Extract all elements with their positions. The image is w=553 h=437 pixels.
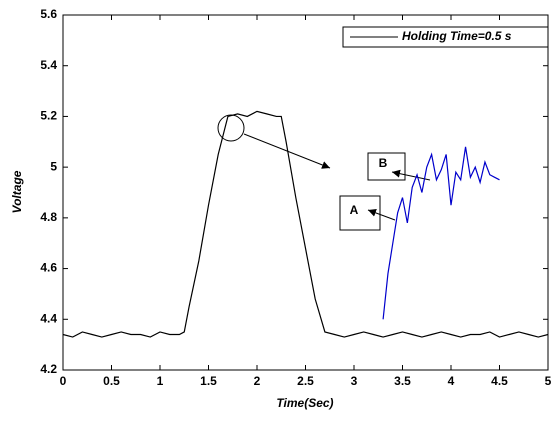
zoom-arrow bbox=[243, 133, 331, 169]
x-tick-label: 2.5 bbox=[297, 374, 314, 388]
legend: Holding Time=0.5 s bbox=[342, 26, 549, 48]
x-tick-label: 0 bbox=[60, 374, 67, 388]
x-axis-label: Time(Sec) bbox=[276, 396, 333, 410]
x-tick-label: 2 bbox=[254, 374, 261, 388]
x-tick-label: 5 bbox=[545, 374, 552, 388]
x-tick-label: 4.5 bbox=[491, 374, 508, 388]
y-tick-label: 4.2 bbox=[40, 362, 57, 376]
annotation-box bbox=[339, 195, 381, 231]
annotation-label: A bbox=[350, 203, 359, 217]
y-axis-label: Voltage bbox=[10, 170, 24, 213]
data-line bbox=[62, 110, 549, 338]
y-tick-label: 5.6 bbox=[40, 7, 57, 21]
x-tick-label: 1 bbox=[157, 374, 164, 388]
annotation-arrow bbox=[391, 169, 431, 181]
x-tick-label: 3.5 bbox=[394, 374, 411, 388]
legend-box bbox=[342, 26, 549, 48]
plot-frame bbox=[62, 14, 549, 371]
y-tick-label: 5.4 bbox=[40, 58, 57, 72]
x-tick-label: 1.5 bbox=[200, 374, 217, 388]
data-line bbox=[382, 146, 500, 320]
y-tick-label: 5 bbox=[50, 159, 57, 173]
zoom-circle bbox=[217, 114, 245, 142]
x-tick-label: 0.5 bbox=[103, 374, 120, 388]
y-tick-label: 4.6 bbox=[40, 261, 57, 275]
annotation-box bbox=[367, 152, 406, 181]
y-tick-label: 5.2 bbox=[40, 109, 57, 123]
y-tick-label: 4.8 bbox=[40, 210, 57, 224]
x-tick-label: 4 bbox=[448, 374, 455, 388]
annotation-arrow bbox=[367, 209, 396, 221]
annotation-label: B bbox=[379, 156, 388, 170]
y-tick-label: 4.4 bbox=[40, 311, 57, 325]
x-tick-label: 3 bbox=[351, 374, 358, 388]
legend-label: Holding Time=0.5 s bbox=[402, 29, 512, 43]
